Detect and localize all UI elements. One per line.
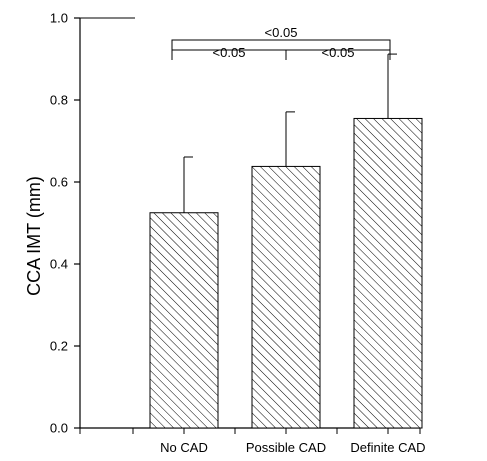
significance-label: <0.05	[265, 25, 298, 40]
y-tick-label: 0.2	[50, 339, 68, 354]
y-tick-label: 0.4	[50, 257, 68, 272]
significance-bracket: <0.05	[285, 45, 391, 60]
bracket-line	[285, 49, 391, 60]
significance-brackets: <0.05 <0.05 <0.05	[171, 25, 391, 60]
bars-group	[79, 53, 423, 434]
bracket-line	[171, 39, 391, 50]
significance-label: <0.05	[213, 45, 246, 60]
y-axis-ticks: 0.0 0.2 0.4 0.6 0.8 1.0	[50, 11, 80, 436]
y-tick-label: 0.6	[50, 175, 68, 190]
x-category-label: No CAD	[160, 440, 208, 455]
x-category-label: Definite CAD	[350, 440, 425, 455]
y-axis-title: CCA IMT (mm)	[24, 176, 44, 296]
significance-bracket: <0.05	[171, 25, 391, 50]
y-tick-label: 0.8	[50, 93, 68, 108]
x-category-label: Possible CAD	[246, 440, 326, 455]
y-tick-label: 1.0	[50, 11, 68, 26]
y-tick-label: 0.0	[50, 421, 68, 436]
significance-label: <0.05	[322, 45, 355, 60]
significance-bracket: <0.05	[171, 45, 287, 60]
bar	[353, 117, 423, 429]
bar	[149, 212, 219, 429]
bar	[251, 165, 321, 429]
category-labels: No CAD Possible CAD Definite CAD	[160, 440, 425, 455]
